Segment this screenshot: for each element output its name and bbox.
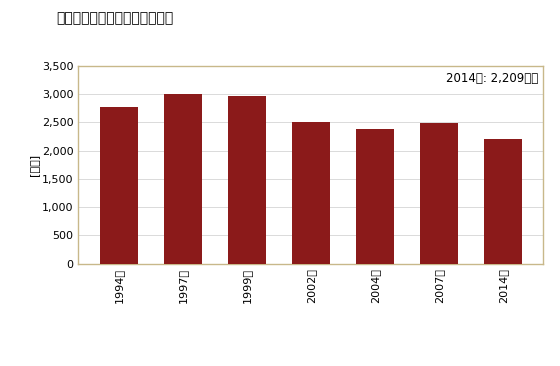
Bar bbox=[292, 122, 330, 264]
Y-axis label: [億円]: [億円] bbox=[29, 154, 39, 176]
Bar bbox=[484, 139, 522, 264]
Bar bbox=[164, 94, 202, 264]
Text: 小売業の年間商品販売額の推移: 小売業の年間商品販売額の推移 bbox=[56, 11, 173, 25]
Bar bbox=[100, 107, 138, 264]
Bar bbox=[356, 128, 394, 264]
Bar bbox=[419, 123, 458, 264]
Bar bbox=[227, 96, 266, 264]
Text: 2014年: 2,209億円: 2014年: 2,209億円 bbox=[446, 72, 539, 85]
